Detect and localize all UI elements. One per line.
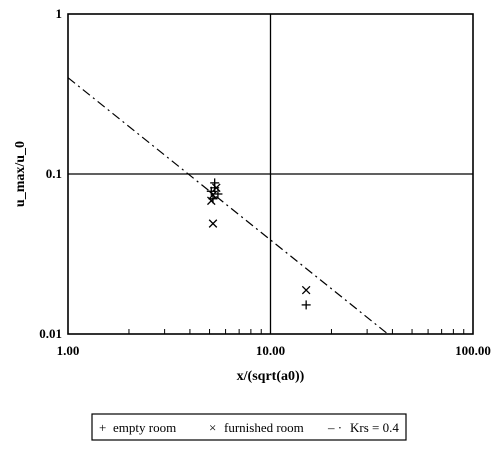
y-tick-label: 0.01 (39, 326, 62, 341)
cross-marker (208, 219, 218, 228)
plus-marker (301, 300, 311, 310)
cross-marker-b (208, 219, 218, 228)
cross-marker (206, 196, 216, 206)
cross-marker (208, 190, 218, 200)
plus-marker (213, 189, 223, 199)
legend-box (91, 413, 407, 441)
legend-symbol-krs-line: – · (327, 420, 342, 435)
x-tick-label: 10.00 (256, 343, 285, 358)
krs-fit-line (67, 77, 389, 335)
cross-marker-b (301, 285, 311, 295)
cross-marker-b (208, 190, 218, 200)
legend-label-empty-room: empty room (113, 420, 176, 435)
y-tick-label: 0.1 (46, 166, 62, 181)
minor-ticks (67, 173, 465, 335)
plot-frame (67, 13, 474, 335)
y-tick-label: 1 (56, 6, 63, 21)
cross-marker-b (206, 196, 216, 206)
cross-marker (301, 285, 311, 295)
legend-label-furnished-room: furnished room (224, 420, 304, 435)
legend-symbol-furnished-room: × (209, 420, 216, 435)
x-tick-label: 100.00 (455, 343, 491, 358)
grid-lines (68, 14, 473, 334)
legend-label-krs-line: Krs = 0.4 (350, 420, 399, 435)
cross-marker-b (212, 183, 221, 193)
fit-line-layer (67, 77, 389, 335)
y-axis-title: u_max/u_0 (13, 141, 28, 207)
tick-labels: 1.00 10.00 100.00 0.01 0.1 1 (39, 6, 491, 358)
x-tick-label: 1.00 (57, 343, 80, 358)
cross-marker (212, 183, 221, 193)
legend-symbol-empty-room: + (99, 420, 106, 435)
legend: + empty room × furnished room – · Krs = … (91, 413, 407, 441)
data-markers (206, 178, 311, 310)
x-axis-title: x/(sqrt(a0)) (237, 369, 305, 384)
